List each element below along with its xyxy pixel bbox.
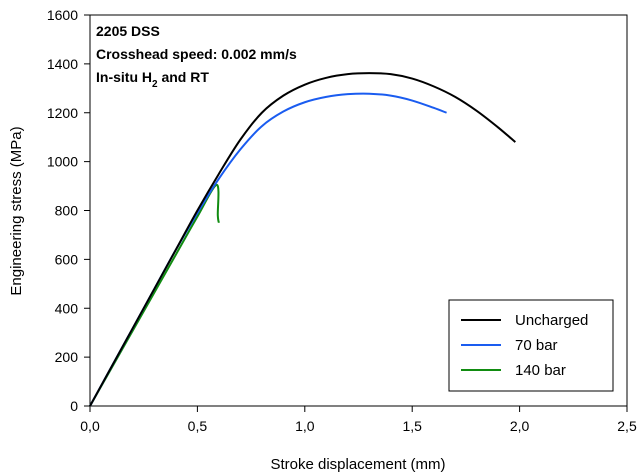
annotation-line-1: 2205 DSS xyxy=(96,23,160,39)
series-line-uncharged xyxy=(89,72,516,407)
legend-box xyxy=(448,299,614,392)
x-tick-label: 1,0 xyxy=(295,418,315,434)
y-tick-label: 1200 xyxy=(47,105,78,121)
x-tick-label: 1,5 xyxy=(402,418,422,434)
x-tick-label: 0,0 xyxy=(80,418,100,434)
x-tick-label: 2,0 xyxy=(510,418,530,434)
test-conditions-annotation: 2205 DSS Crosshead speed: 0.002 mm/s In-… xyxy=(96,23,297,90)
x-tick-label: 0,5 xyxy=(188,418,208,434)
y-tick-label: 1400 xyxy=(47,56,78,72)
annotation-line-2: Crosshead speed: 0.002 mm/s xyxy=(96,46,297,62)
y-tick-label: 0 xyxy=(70,398,78,414)
x-tick-label: 2,5 xyxy=(617,418,637,434)
legend-label-70-bar: 70 bar xyxy=(515,337,558,354)
y-tick-label: 800 xyxy=(55,203,79,219)
legend-label-uncharged: Uncharged xyxy=(515,312,588,329)
annotation-line-3-main: In-situ H xyxy=(96,69,152,85)
series-line-70-bar xyxy=(89,92,447,407)
x-axis-title: Stroke displacement (mm) xyxy=(270,456,445,473)
annotation-line-3-tail: and RT xyxy=(158,69,210,85)
annotation-subscript: 2 xyxy=(152,79,158,90)
y-axis-title: Engineering stress (MPa) xyxy=(8,126,25,295)
legend: Uncharged 70 bar 140 bar xyxy=(448,299,614,392)
y-tick-label: 1000 xyxy=(47,154,78,170)
legend-label-140-bar: 140 bar xyxy=(515,362,566,379)
y-tick-label: 400 xyxy=(55,300,79,316)
y-tick-label: 600 xyxy=(55,251,79,267)
y-tick-label: 1600 xyxy=(47,7,78,23)
annotation-line-3: In-situ H2 and RT xyxy=(96,69,209,90)
y-tick-label: 200 xyxy=(55,349,79,365)
